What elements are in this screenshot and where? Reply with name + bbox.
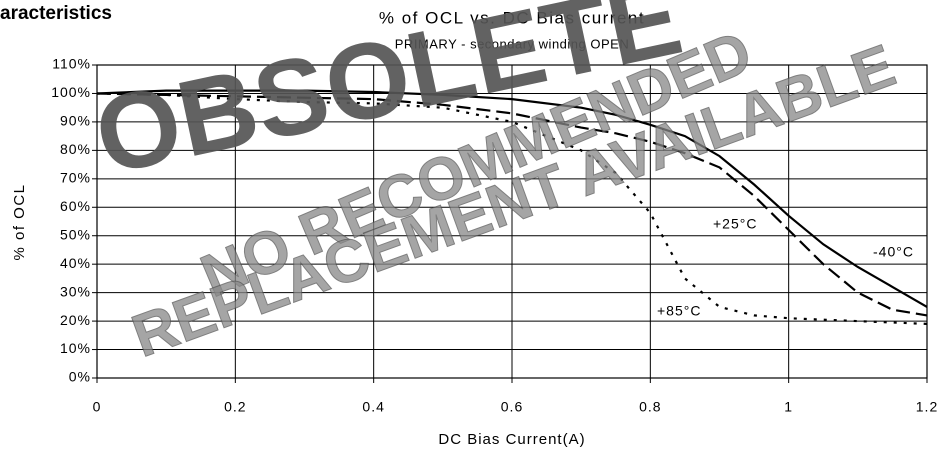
x-tick-label: 0.2 [224,399,246,415]
y-tick-label: 10% [60,340,91,356]
chart-subtitle: PRIMARY - secondary winding OPEN [395,36,629,51]
y-tick-label: 30% [60,283,91,299]
y-tick-label: 20% [60,312,91,328]
x-axis-label: DC Bias Current(A) [438,431,585,448]
y-tick-label: 60% [60,198,91,214]
y-tick-label: 40% [60,255,91,271]
plot-frame [96,64,928,379]
x-tick-label: 0 [93,399,102,415]
y-axis-label: % of OCL [11,183,28,260]
y-tick-label: 90% [60,113,91,129]
x-tick-label: 0.4 [362,399,384,415]
x-tick-label: 1 [784,399,793,415]
series-label: +85°C [657,303,701,319]
series-line [96,92,928,317]
series-line [96,89,928,308]
series-label: -40°C [873,244,914,260]
y-tick-label: 70% [60,170,91,186]
heading: aracteristics [0,3,112,24]
chart-title: % of OCL vs. DC Bias current [379,8,645,27]
y-tick-label: 80% [60,141,91,157]
y-tick-label: 100% [51,84,91,100]
y-tick-label: 0% [69,369,91,385]
series-label: +25°C [713,216,757,232]
x-tick-label: 0.8 [639,399,661,415]
y-tick-label: 110% [52,56,91,72]
x-tick-label: 1.2 [916,399,938,415]
x-tick-label: 0.6 [501,399,523,415]
y-tick-label: 50% [60,226,91,242]
